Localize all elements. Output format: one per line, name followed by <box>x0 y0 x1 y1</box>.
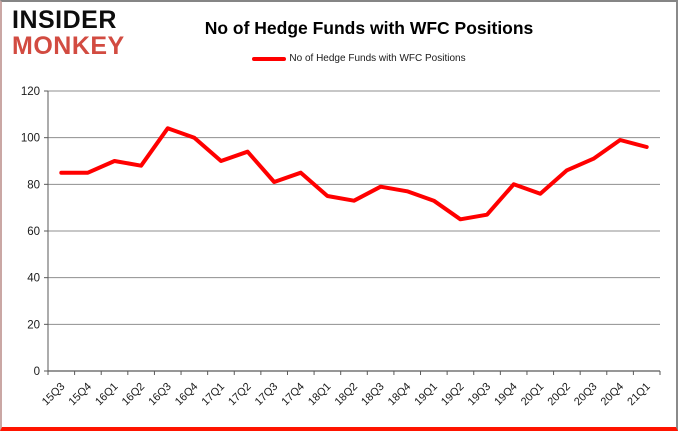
y-axis-label: 60 <box>27 226 40 238</box>
x-axis-label: 20Q2 <box>545 381 573 409</box>
legend-label: No of Hedge Funds with WFC Positions <box>289 53 466 64</box>
x-axis-label: 19Q3 <box>466 381 494 409</box>
x-axis-label: 19Q2 <box>439 381 467 409</box>
x-axis-label: 17Q3 <box>253 381 281 409</box>
x-axis-label: 19Q4 <box>492 381 520 409</box>
y-axis-label: 120 <box>21 86 40 98</box>
x-axis-label: 15Q3 <box>40 381 68 409</box>
series-line <box>59 126 649 222</box>
x-axis-label: 18Q2 <box>333 381 361 409</box>
x-axis-label: 17Q2 <box>226 381 254 409</box>
x-axis-label: 15Q4 <box>67 381 95 409</box>
y-axis-label: 80 <box>27 179 40 191</box>
x-axis-label: 19Q1 <box>412 381 440 409</box>
logo-text-insider: INSIDER <box>12 6 117 34</box>
y-axis-label: 100 <box>21 133 40 145</box>
insider-monkey-logo: INSIDER MONKEY <box>12 8 125 59</box>
y-axis-label: 0 <box>34 366 40 378</box>
x-axis-label: 20Q1 <box>519 381 547 409</box>
x-axis-label: 16Q1 <box>93 381 121 409</box>
x-axis-label: 17Q4 <box>279 381 307 409</box>
x-axis-label: 18Q3 <box>359 381 387 409</box>
x-axis-label: 16Q3 <box>146 381 174 409</box>
x-axis-label: 16Q2 <box>120 381 148 409</box>
chart-legend: No of Hedge Funds with WFC Positions <box>212 53 466 64</box>
x-axis-label: 20Q3 <box>572 381 600 409</box>
x-axis-label: 20Q4 <box>599 381 627 409</box>
x-axis-label: 18Q1 <box>306 381 334 409</box>
x-axis-label: 21Q1 <box>625 381 653 409</box>
y-axis-label: 20 <box>27 319 40 331</box>
logo-text-monkey: MONKEY <box>12 32 125 60</box>
chart-header: No of Hedge Funds with WFC Positions No … <box>2 2 676 66</box>
x-axis-label: 17Q1 <box>200 381 228 409</box>
y-axis-label: 40 <box>27 273 40 285</box>
x-axis-label: 18Q4 <box>386 381 414 409</box>
x-axis-label: 16Q4 <box>173 381 201 409</box>
legend-line-swatch <box>252 56 287 61</box>
chart-title: No of Hedge Funds with WFC Positions <box>204 18 534 38</box>
